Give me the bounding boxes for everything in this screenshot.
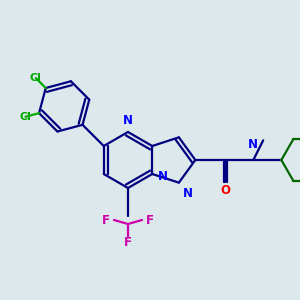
Text: N: N bbox=[183, 187, 193, 200]
Text: F: F bbox=[102, 214, 110, 226]
Text: N: N bbox=[158, 169, 168, 182]
Text: Cl: Cl bbox=[30, 73, 42, 83]
Text: O: O bbox=[220, 184, 230, 196]
Text: Cl: Cl bbox=[20, 112, 32, 122]
Text: F: F bbox=[124, 236, 132, 248]
Text: N: N bbox=[123, 114, 133, 127]
Text: F: F bbox=[146, 214, 154, 226]
Text: N: N bbox=[248, 138, 258, 151]
